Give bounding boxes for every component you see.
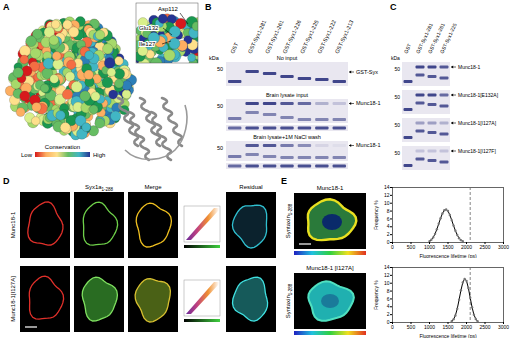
- svg-text:GST-Syx1-281: GST-Syx1-281: [247, 19, 268, 54]
- svg-text:6: 6: [387, 216, 390, 222]
- svg-text:Fluorescence lifetime (ps): Fluorescence lifetime (ps): [419, 253, 477, 259]
- svg-text:1000: 1000: [424, 324, 435, 330]
- svg-text:Conservation: Conservation: [45, 144, 80, 150]
- svg-text:50: 50: [394, 66, 400, 72]
- svg-text:Munc18-1: Munc18-1: [10, 211, 16, 238]
- svg-text:B: B: [205, 2, 212, 12]
- svg-text:3000: 3000: [498, 244, 509, 250]
- svg-text:Munc18-1[I127A]: Munc18-1[I127A]: [458, 120, 497, 126]
- svg-text:Brain lysate+1M NaCl wash: Brain lysate+1M NaCl wash: [253, 134, 321, 140]
- svg-text:Munc18-1: Munc18-1: [317, 185, 344, 191]
- svg-text:2000: 2000: [461, 244, 472, 250]
- svg-text:Asp112: Asp112: [158, 6, 179, 12]
- svg-text:E: E: [281, 176, 287, 186]
- svg-text:50: 50: [217, 103, 223, 109]
- svg-text:500: 500: [407, 244, 416, 250]
- svg-text:GST-Syx1-222: GST-Syx1-222: [316, 19, 337, 54]
- svg-text:4: 4: [387, 223, 390, 229]
- svg-text:Munc18-1[I127A]: Munc18-1[I127A]: [10, 276, 16, 322]
- svg-text:Syx1a1-288: Syx1a1-288: [85, 184, 114, 192]
- svg-text:GST-Syx1-281: GST-Syx1-281: [414, 22, 434, 55]
- svg-text:Merge: Merge: [144, 184, 162, 190]
- svg-text:2500: 2500: [479, 244, 490, 250]
- svg-text:Syntaxin1-288: Syntaxin1-288: [285, 203, 293, 238]
- svg-text:GST-Syx1-225: GST-Syx1-225: [299, 19, 320, 54]
- svg-text:No input: No input: [277, 55, 298, 61]
- svg-text:kDa: kDa: [391, 55, 400, 61]
- svg-text:14: 14: [384, 264, 390, 270]
- svg-text:Ile127: Ile127: [139, 41, 156, 47]
- svg-text:1000: 1000: [424, 244, 435, 250]
- svg-text:kDa: kDa: [209, 55, 220, 61]
- svg-text:2: 2: [387, 231, 390, 237]
- svg-text:4: 4: [387, 303, 390, 309]
- svg-text:1500: 1500: [442, 244, 453, 250]
- svg-text:Munc18-1: Munc18-1: [356, 142, 380, 148]
- svg-text:50: 50: [217, 145, 223, 151]
- svg-text:Munc18-1[I127F]: Munc18-1[I127F]: [458, 148, 496, 154]
- svg-text:3000: 3000: [498, 324, 509, 330]
- svg-text:Munc18-1[E132A]: Munc18-1[E132A]: [458, 92, 499, 98]
- svg-text:GST-Syx1-225: GST-Syx1-225: [438, 22, 457, 54]
- svg-text:14: 14: [384, 184, 390, 190]
- svg-text:Frequency %: Frequency %: [373, 280, 379, 310]
- svg-text:Fluorescence lifetime (ps): Fluorescence lifetime (ps): [419, 333, 477, 339]
- svg-text:Low: Low: [21, 152, 33, 158]
- svg-text:6: 6: [387, 296, 390, 302]
- svg-text:50: 50: [217, 66, 223, 72]
- svg-text:Syntaxin1-288: Syntaxin1-288: [285, 283, 293, 318]
- svg-text:0: 0: [387, 319, 390, 325]
- svg-text:Munc18-1: Munc18-1: [356, 100, 380, 106]
- svg-text:D: D: [3, 176, 10, 186]
- svg-text:GST: GST: [229, 41, 239, 54]
- svg-text:10: 10: [384, 200, 390, 206]
- svg-text:GST-Syx1-213: GST-Syx1-213: [334, 19, 355, 54]
- svg-text:Brain lysate input: Brain lysate input: [266, 92, 309, 98]
- svg-text:1500: 1500: [442, 324, 453, 330]
- svg-text:8: 8: [387, 208, 390, 214]
- svg-text:0: 0: [391, 244, 394, 250]
- svg-text:Munc18-1: Munc18-1: [458, 64, 480, 70]
- svg-text:12: 12: [384, 192, 390, 198]
- svg-text:C: C: [390, 2, 397, 12]
- svg-text:GST-Syx1-261: GST-Syx1-261: [426, 22, 446, 55]
- svg-text:GST-Syx1-226: GST-Syx1-226: [281, 19, 302, 54]
- svg-text:GST: GST: [402, 43, 412, 55]
- svg-text:0: 0: [387, 239, 390, 245]
- svg-text:50: 50: [394, 94, 400, 100]
- svg-text:Frequency %: Frequency %: [373, 200, 379, 230]
- svg-text:High: High: [93, 152, 105, 158]
- svg-text:500: 500: [407, 324, 416, 330]
- svg-text:2000: 2000: [461, 324, 472, 330]
- svg-text:0: 0: [391, 324, 394, 330]
- svg-text:Glu132: Glu132: [139, 25, 159, 31]
- svg-text:12: 12: [384, 272, 390, 278]
- svg-text:A: A: [3, 2, 10, 12]
- svg-text:2: 2: [387, 311, 390, 317]
- svg-text:50: 50: [394, 122, 400, 128]
- svg-text:Residual: Residual: [239, 184, 262, 190]
- svg-text:50: 50: [394, 150, 400, 156]
- svg-text:GST-Syx: GST-Syx: [356, 69, 378, 75]
- svg-text:10: 10: [384, 280, 390, 286]
- svg-text:Munc18-1 [I127A]: Munc18-1 [I127A]: [306, 265, 354, 271]
- svg-text:2500: 2500: [479, 324, 490, 330]
- svg-text:8: 8: [387, 288, 390, 294]
- svg-text:GST-Syx1-261: GST-Syx1-261: [264, 19, 285, 54]
